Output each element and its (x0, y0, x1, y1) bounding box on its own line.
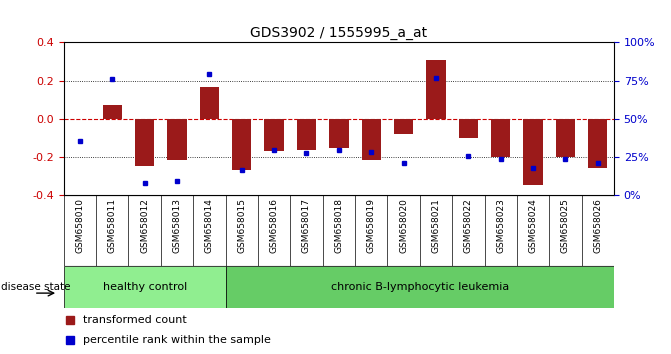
Bar (135, 119, 154, 166)
Text: GSM658017: GSM658017 (302, 198, 311, 253)
Text: disease state: disease state (1, 282, 70, 292)
Bar (329, 119, 348, 148)
Text: GSM658021: GSM658021 (431, 198, 440, 253)
Text: GSM658024: GSM658024 (529, 198, 537, 253)
Text: GSM658014: GSM658014 (205, 198, 214, 253)
Bar (556, 119, 575, 156)
Bar (64, 266, 225, 308)
Text: GSM658010: GSM658010 (75, 198, 85, 253)
Text: percentile rank within the sample: percentile rank within the sample (83, 335, 271, 345)
Text: GSM658011: GSM658011 (108, 198, 117, 253)
Text: GSM658025: GSM658025 (561, 198, 570, 253)
Text: GSM658018: GSM658018 (334, 198, 344, 253)
Text: healthy control: healthy control (103, 282, 187, 292)
Text: chronic B-lymphocytic leukemia: chronic B-lymphocytic leukemia (331, 282, 509, 292)
Text: GSM658013: GSM658013 (172, 198, 182, 253)
Bar (394, 119, 413, 134)
Text: GSM658026: GSM658026 (593, 198, 603, 253)
Bar (103, 105, 122, 119)
Bar (588, 119, 607, 168)
Bar (167, 119, 187, 160)
Bar (426, 59, 446, 119)
Text: GSM658020: GSM658020 (399, 198, 408, 253)
Text: GSM658015: GSM658015 (238, 198, 246, 253)
Bar (362, 119, 381, 160)
Text: GSM658019: GSM658019 (367, 198, 376, 253)
Title: GDS3902 / 1555995_a_at: GDS3902 / 1555995_a_at (250, 26, 427, 40)
Text: GSM658023: GSM658023 (496, 198, 505, 253)
Text: GSM658012: GSM658012 (140, 198, 149, 253)
Bar (491, 119, 511, 156)
Text: GSM658016: GSM658016 (270, 198, 278, 253)
Bar (264, 119, 284, 151)
Text: transformed count: transformed count (83, 315, 187, 325)
Text: GSM658022: GSM658022 (464, 198, 473, 253)
Bar (297, 119, 316, 150)
Bar (458, 119, 478, 138)
Bar (232, 119, 252, 170)
Bar (523, 119, 543, 185)
Bar (225, 266, 614, 308)
Bar (200, 87, 219, 119)
